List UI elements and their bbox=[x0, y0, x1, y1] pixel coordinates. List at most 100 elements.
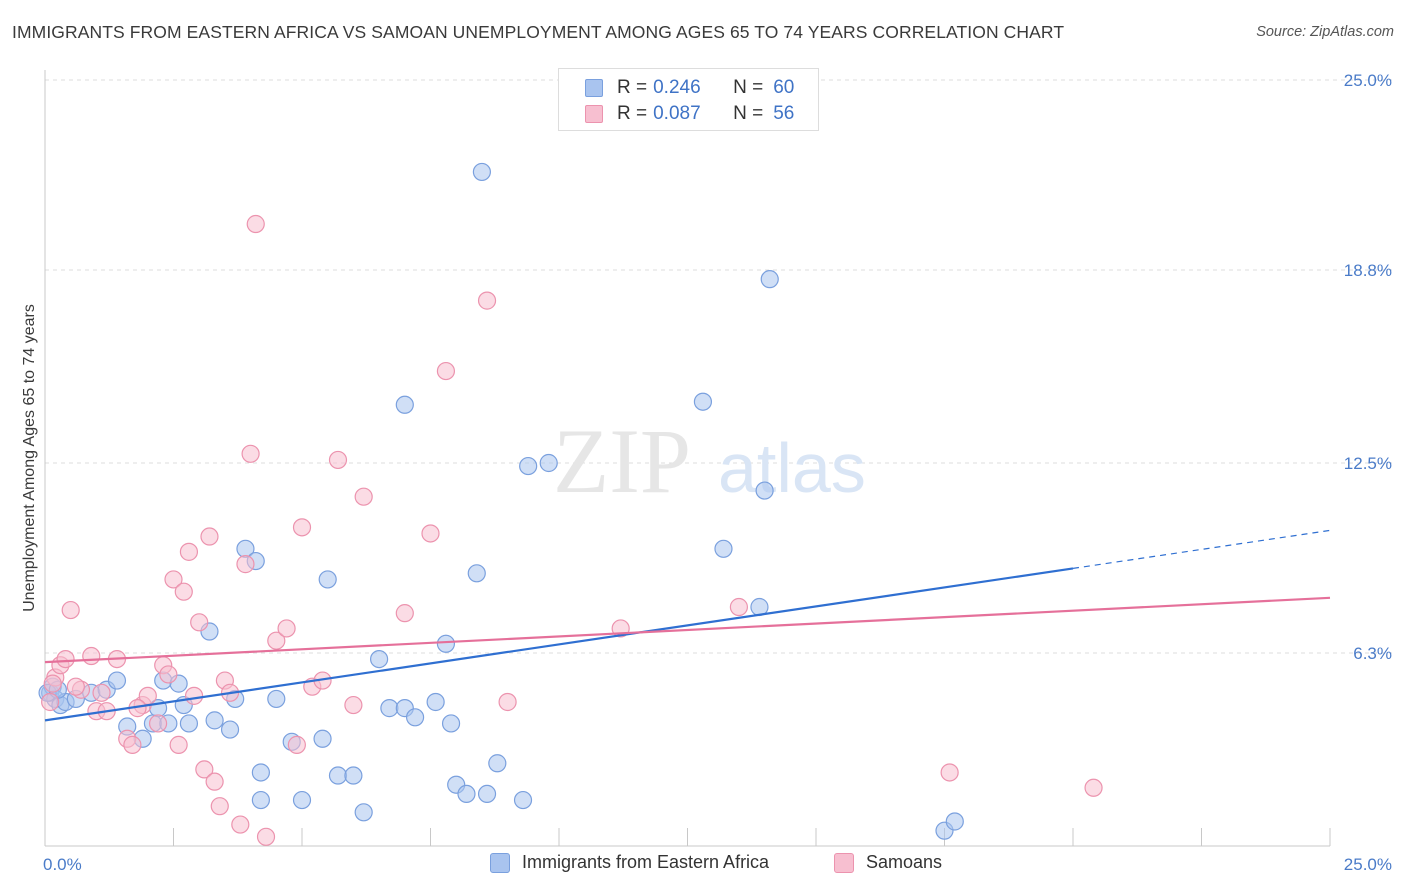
x-tick-label-min: 0.0% bbox=[43, 855, 82, 874]
point-eastern-africa bbox=[755, 481, 774, 500]
point-samoans bbox=[43, 674, 62, 693]
point-eastern-africa bbox=[405, 708, 425, 727]
swatch-eastern-africa bbox=[585, 79, 603, 97]
point-eastern-africa bbox=[395, 395, 414, 414]
point-eastern-africa bbox=[539, 453, 558, 473]
point-samoans bbox=[41, 692, 60, 712]
chart-title: IMMIGRANTS FROM EASTERN AFRICA VS SAMOAN… bbox=[12, 22, 1065, 42]
stats-row-eastern-africa: R = 0.246 N = 60 bbox=[585, 77, 794, 99]
watermark-zip: ZIP bbox=[553, 410, 691, 512]
point-samoans bbox=[195, 760, 214, 779]
point-eastern-africa bbox=[292, 790, 312, 810]
point-samoans bbox=[179, 542, 199, 561]
r-label: R = bbox=[617, 77, 648, 98]
data-points bbox=[38, 162, 1103, 846]
y-tick-label: 25.0% bbox=[1344, 71, 1392, 90]
point-eastern-africa bbox=[513, 790, 533, 810]
watermark-atlas: atlas bbox=[718, 429, 866, 507]
point-samoans bbox=[436, 361, 456, 381]
point-samoans bbox=[200, 527, 219, 546]
point-eastern-africa bbox=[380, 699, 399, 718]
point-eastern-africa bbox=[205, 711, 224, 730]
point-samoans bbox=[292, 518, 312, 537]
point-samoans bbox=[210, 797, 229, 816]
point-eastern-africa bbox=[441, 714, 461, 733]
point-eastern-africa bbox=[714, 539, 733, 558]
n-value: 60 bbox=[773, 77, 795, 98]
point-samoans bbox=[256, 827, 276, 846]
y-tick-label: 18.8% bbox=[1344, 261, 1392, 280]
point-samoans bbox=[169, 735, 188, 754]
point-eastern-africa bbox=[107, 671, 127, 690]
point-samoans bbox=[1084, 778, 1103, 797]
source-label: Source: ZipAtlas.com bbox=[1256, 24, 1394, 40]
point-eastern-africa bbox=[220, 720, 240, 739]
point-samoans bbox=[159, 665, 178, 684]
swatch-samoans bbox=[585, 105, 603, 123]
point-samoans bbox=[267, 631, 286, 650]
watermark: ZIP atlas bbox=[553, 410, 866, 512]
point-samoans bbox=[354, 487, 373, 506]
axes bbox=[44, 70, 1331, 847]
point-samoans bbox=[287, 735, 306, 754]
point-eastern-africa bbox=[251, 790, 270, 810]
point-eastern-africa bbox=[328, 766, 348, 785]
trend-eastern-africa bbox=[44, 567, 1074, 722]
point-samoans bbox=[231, 815, 250, 834]
point-eastern-africa bbox=[477, 784, 497, 804]
point-samoans bbox=[164, 570, 183, 589]
point-samoans bbox=[236, 555, 255, 574]
point-eastern-africa bbox=[436, 634, 456, 653]
point-samoans bbox=[205, 772, 224, 791]
point-samoans bbox=[729, 597, 749, 617]
n-value: 56 bbox=[773, 103, 795, 124]
point-eastern-africa bbox=[344, 766, 363, 785]
point-eastern-africa bbox=[354, 803, 373, 822]
legend-swatch-eastern-africa bbox=[490, 852, 510, 873]
legend-item-eastern-africa[interactable]: Immigrants from Eastern Africa bbox=[490, 852, 769, 873]
point-eastern-africa bbox=[251, 763, 270, 782]
point-eastern-africa bbox=[945, 812, 964, 831]
series-legend: Immigrants from Eastern Africa Samoans bbox=[0, 852, 1406, 876]
n-label: N = bbox=[733, 77, 764, 98]
point-samoans bbox=[328, 450, 348, 470]
point-eastern-africa bbox=[313, 729, 332, 748]
point-eastern-africa bbox=[426, 692, 445, 712]
point-samoans bbox=[940, 763, 959, 782]
point-eastern-africa bbox=[519, 456, 538, 476]
stats-legend: R = 0.246 N = 60 R = 0.087 N = 56 bbox=[558, 68, 819, 131]
point-samoans bbox=[92, 683, 111, 702]
legend-swatch-samoans bbox=[834, 852, 854, 873]
point-samoans bbox=[61, 600, 80, 620]
point-eastern-africa bbox=[693, 392, 713, 411]
point-samoans bbox=[477, 291, 497, 310]
point-eastern-africa bbox=[370, 649, 389, 669]
point-eastern-africa bbox=[488, 754, 507, 773]
legend-label-samoans: Samoans bbox=[866, 852, 943, 872]
point-samoans bbox=[498, 692, 517, 712]
point-samoans bbox=[246, 214, 265, 234]
point-samoans bbox=[66, 677, 85, 696]
point-samoans bbox=[344, 695, 363, 715]
legend-label-eastern-africa: Immigrants from Eastern Africa bbox=[522, 852, 770, 872]
point-eastern-africa bbox=[760, 270, 779, 289]
point-samoans bbox=[174, 582, 193, 601]
point-samoans bbox=[395, 604, 414, 623]
point-eastern-africa bbox=[467, 564, 486, 583]
point-samoans bbox=[277, 619, 296, 638]
legend-item-samoans[interactable]: Samoans bbox=[834, 852, 942, 873]
point-samoans bbox=[241, 444, 260, 463]
r-value: 0.087 bbox=[653, 103, 701, 124]
grid-lines bbox=[45, 79, 1392, 654]
point-samoans bbox=[184, 686, 204, 705]
trend-samoans bbox=[44, 596, 1331, 664]
point-samoans bbox=[190, 613, 209, 632]
point-eastern-africa bbox=[457, 784, 476, 804]
point-samoans bbox=[82, 646, 101, 666]
point-eastern-africa bbox=[179, 714, 199, 733]
point-samoans bbox=[148, 714, 168, 733]
y-tick-label: 6.3% bbox=[1353, 644, 1392, 663]
tick-labels: 6.3% 12.5% 18.8% 25.0% 0.0% 25.0% bbox=[43, 71, 1392, 874]
trend-lines bbox=[44, 529, 1331, 722]
